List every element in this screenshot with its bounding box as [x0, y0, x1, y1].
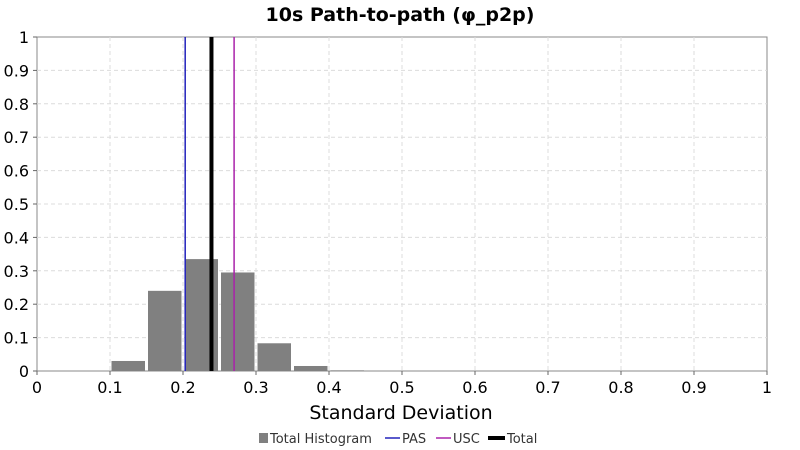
y-tick-label: 0.5	[4, 195, 29, 214]
chart-title: 10s Path-to-path (φ_p2p)	[266, 4, 535, 26]
histogram-bar	[111, 360, 145, 371]
histogram-bar	[294, 365, 328, 371]
y-tick-label: 0.1	[4, 329, 29, 348]
histogram-bar	[221, 272, 255, 371]
y-tick-label: 0.9	[4, 61, 29, 80]
legend-label-pas: PAS	[402, 432, 426, 447]
x-tick-label: 0.3	[243, 378, 268, 397]
y-tick-label: 1	[19, 28, 29, 47]
histogram-bar	[148, 290, 182, 371]
legend-label-usc: USC	[453, 432, 480, 447]
legend-label-total: Total	[506, 432, 537, 447]
histogram-bar	[257, 343, 291, 371]
x-tick-label: 0	[32, 378, 42, 397]
y-tick-label: 0.7	[4, 128, 29, 147]
x-axis-ticks: 0 0.1 0.2 0.3 0.4 0.5 0.6 0.7 0.8 0.9 1	[32, 371, 772, 397]
y-tick-label: 0.2	[4, 295, 29, 314]
x-tick-label: 0.7	[535, 378, 560, 397]
x-tick-label: 1	[762, 378, 772, 397]
y-tick-label: 0.3	[4, 262, 29, 281]
x-axis-label: Standard Deviation	[309, 402, 492, 424]
x-tick-label: 0.1	[97, 378, 122, 397]
x-tick-label: 0.9	[681, 378, 706, 397]
y-tick-label: 0.8	[4, 95, 29, 114]
histogram-bar	[330, 370, 364, 371]
legend-label-total-histogram: Total Histogram	[269, 432, 372, 447]
x-tick-label: 0.6	[462, 378, 487, 397]
legend-swatch-total-histogram	[259, 433, 268, 443]
legend: Total Histogram PAS USC Total	[259, 432, 537, 447]
x-tick-label: 0.8	[608, 378, 633, 397]
reference-lines	[184, 37, 235, 371]
y-tick-label: 0.4	[4, 228, 29, 247]
y-tick-label: 0	[19, 362, 29, 381]
y-axis-ticks: 0 0.1 0.2 0.3 0.4 0.5 0.6 0.7 0.8 0.9 1	[4, 28, 37, 381]
x-tick-label: 0.4	[316, 378, 341, 397]
y-tick-label: 0.6	[4, 162, 29, 181]
x-tick-label: 0.5	[389, 378, 414, 397]
x-tick-label: 0.2	[170, 378, 195, 397]
